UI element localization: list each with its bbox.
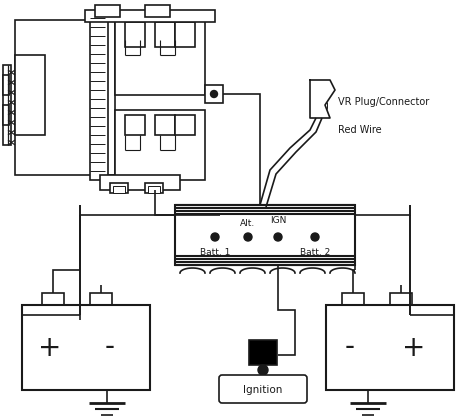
Bar <box>390 293 412 307</box>
Text: +: + <box>38 334 62 362</box>
Circle shape <box>244 233 252 241</box>
Bar <box>326 305 454 390</box>
Bar <box>205 85 223 103</box>
Circle shape <box>258 365 268 375</box>
Text: VR Plug/Connector: VR Plug/Connector <box>338 97 429 107</box>
Bar <box>15 55 45 135</box>
Bar <box>175 205 355 265</box>
Bar <box>3 65 11 145</box>
Bar <box>145 5 170 17</box>
Text: Ignition: Ignition <box>243 385 283 395</box>
Bar <box>155 115 175 135</box>
Bar <box>249 340 277 365</box>
Bar <box>115 15 205 95</box>
Bar <box>175 115 195 135</box>
Circle shape <box>211 233 219 241</box>
Bar <box>15 20 115 175</box>
Bar <box>85 10 215 22</box>
Bar <box>22 305 150 390</box>
Circle shape <box>210 91 218 98</box>
FancyBboxPatch shape <box>219 375 307 403</box>
Text: Red Wire: Red Wire <box>338 125 382 135</box>
Bar <box>342 293 364 307</box>
Bar <box>100 175 180 190</box>
Polygon shape <box>310 80 335 118</box>
Text: IGN: IGN <box>270 216 286 225</box>
Bar <box>3 75 9 95</box>
Bar <box>113 186 125 193</box>
Bar <box>148 186 160 193</box>
Text: -: - <box>345 334 355 362</box>
Bar <box>90 15 108 180</box>
Circle shape <box>311 233 319 241</box>
Text: Batt. 1: Batt. 1 <box>200 248 230 257</box>
Bar <box>313 100 327 114</box>
Bar <box>125 22 145 47</box>
Bar <box>90 293 112 307</box>
Bar <box>175 22 195 47</box>
Text: Batt. 2: Batt. 2 <box>300 248 330 257</box>
Bar <box>145 183 163 193</box>
Bar <box>115 110 205 180</box>
Bar <box>313 84 327 98</box>
Text: -: - <box>105 334 115 362</box>
Bar <box>3 105 9 125</box>
Text: +: + <box>402 334 426 362</box>
Bar <box>95 5 120 17</box>
Bar <box>155 22 175 47</box>
Bar <box>125 115 145 135</box>
Bar <box>42 293 64 307</box>
Circle shape <box>274 233 282 241</box>
Bar <box>110 183 128 193</box>
Text: Alt.: Alt. <box>240 219 255 228</box>
